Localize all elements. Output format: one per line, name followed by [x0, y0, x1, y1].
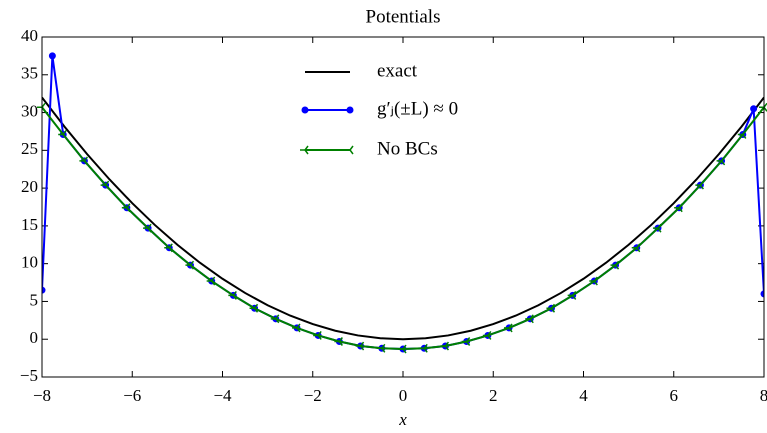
- legend-label: g′ⱼ(±L) ≈ 0: [377, 98, 458, 119]
- data-point: [291, 323, 301, 333]
- data-point: [525, 314, 534, 324]
- data-point: [737, 130, 747, 139]
- data-point: [143, 223, 152, 233]
- x-tick-label: 6: [670, 386, 679, 405]
- legend-marker: [346, 106, 354, 114]
- data-point: [37, 102, 46, 112]
- data-point: [750, 105, 758, 113]
- data-point: [48, 52, 56, 60]
- x-tick-label: −4: [213, 386, 232, 405]
- x-axis-label: x: [398, 410, 407, 429]
- data-point: [504, 323, 513, 333]
- data-point: [589, 276, 598, 286]
- data-point: [567, 290, 577, 300]
- x-tick-label: −8: [33, 386, 51, 405]
- y-tick-label: 5: [30, 290, 39, 309]
- data-point: [185, 260, 195, 270]
- data-point: [42, 286, 46, 294]
- x-tick-label: 4: [579, 386, 588, 405]
- legend-marker: [301, 106, 309, 114]
- data-point: [461, 337, 471, 346]
- data-point: [376, 343, 386, 353]
- x-tick-label: 0: [399, 386, 408, 405]
- data-point: [334, 337, 343, 346]
- data-point: [695, 180, 704, 190]
- data-point: [58, 130, 67, 139]
- data-point: [164, 243, 173, 253]
- legend-label: exact: [377, 60, 418, 81]
- data-point: [249, 303, 259, 313]
- y-tick-label: 40: [21, 26, 38, 45]
- data-point: [100, 180, 110, 190]
- data-point: [121, 203, 131, 213]
- line-series: [42, 96, 764, 341]
- data-point: [760, 290, 764, 298]
- data-point: [440, 341, 450, 351]
- x-tick-label: 8: [760, 386, 767, 405]
- data-point: [674, 203, 683, 213]
- y-tick-label: −5: [20, 366, 38, 385]
- y-tick-label: 0: [30, 328, 39, 347]
- data-point: [398, 344, 407, 354]
- x-tick-label: −6: [123, 386, 141, 405]
- y-tick-label: 10: [21, 253, 38, 272]
- y-tick-label: 15: [21, 215, 38, 234]
- x-tick-label: −2: [304, 386, 322, 405]
- data-point: [610, 260, 620, 270]
- legend-label: No BCs: [377, 138, 438, 159]
- plot-frame: [41, 36, 765, 378]
- y-tick-label: 35: [21, 64, 38, 83]
- data-point: [270, 314, 280, 324]
- data-point: [313, 330, 322, 340]
- data-point: [716, 156, 726, 166]
- legend-marker: [300, 145, 309, 155]
- data-point: [79, 156, 89, 166]
- data-point: [355, 341, 365, 351]
- data-point: [652, 223, 662, 233]
- data-point: [482, 330, 492, 340]
- y-tick-label: 30: [21, 101, 38, 120]
- y-tick-label: 20: [21, 177, 38, 196]
- y-tick-label: 25: [21, 139, 38, 158]
- x-tick-label: 2: [489, 386, 498, 405]
- data-point: [228, 290, 237, 300]
- chart-title: Potentials: [366, 6, 441, 27]
- data-point: [631, 243, 641, 253]
- data-point: [419, 343, 428, 353]
- data-point: [546, 303, 556, 313]
- legend-marker: [345, 145, 354, 155]
- data-point: [206, 276, 216, 286]
